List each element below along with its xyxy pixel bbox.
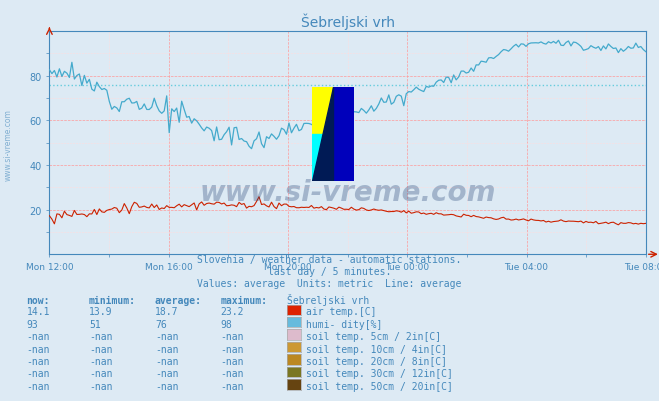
Text: 93: 93 [26,319,38,329]
Text: soil temp. 5cm / 2in[C]: soil temp. 5cm / 2in[C] [306,331,442,341]
Text: -nan: -nan [155,356,179,366]
Text: now:: now: [26,295,50,305]
Text: www.si-vreme.com: www.si-vreme.com [3,109,13,180]
Text: Šebreljski vrh: Šebreljski vrh [287,293,369,305]
Text: -nan: -nan [221,331,244,341]
Text: 51: 51 [89,319,101,329]
Text: -nan: -nan [221,369,244,379]
Text: maximum:: maximum: [221,295,268,305]
Text: -nan: -nan [26,381,50,391]
Text: -nan: -nan [221,356,244,366]
Polygon shape [312,88,333,181]
Text: -nan: -nan [26,331,50,341]
Text: Slovenia / weather data - automatic stations.: Slovenia / weather data - automatic stat… [197,255,462,265]
Text: -nan: -nan [89,331,113,341]
Text: -nan: -nan [89,369,113,379]
Bar [312,88,333,134]
Text: -nan: -nan [155,331,179,341]
Text: -nan: -nan [89,356,113,366]
Text: -nan: -nan [89,381,113,391]
Text: -nan: -nan [26,356,50,366]
Bar [333,88,354,181]
Text: soil temp. 20cm / 8in[C]: soil temp. 20cm / 8in[C] [306,356,447,366]
Text: 18.7: 18.7 [155,306,179,316]
Text: -nan: -nan [155,381,179,391]
Text: -nan: -nan [221,344,244,354]
Text: soil temp. 50cm / 20in[C]: soil temp. 50cm / 20in[C] [306,381,453,391]
Bar [312,134,333,181]
Text: -nan: -nan [221,381,244,391]
Text: minimum:: minimum: [89,295,136,305]
Text: humi- dity[%]: humi- dity[%] [306,319,383,329]
Text: 76: 76 [155,319,167,329]
Text: -nan: -nan [26,344,50,354]
Text: 23.2: 23.2 [221,306,244,316]
Text: -nan: -nan [89,344,113,354]
Text: Values: average  Units: metric  Line: average: Values: average Units: metric Line: aver… [197,279,462,289]
Text: 98: 98 [221,319,233,329]
Text: www.si-vreme.com: www.si-vreme.com [200,178,496,206]
Text: 13.9: 13.9 [89,306,113,316]
Text: -nan: -nan [155,369,179,379]
Text: air temp.[C]: air temp.[C] [306,306,377,316]
Text: 14.1: 14.1 [26,306,50,316]
Text: -nan: -nan [26,369,50,379]
Text: soil temp. 10cm / 4in[C]: soil temp. 10cm / 4in[C] [306,344,447,354]
Text: last day / 5 minutes.: last day / 5 minutes. [268,267,391,277]
Text: soil temp. 30cm / 12in[C]: soil temp. 30cm / 12in[C] [306,369,453,379]
Text: -nan: -nan [155,344,179,354]
Text: average:: average: [155,295,202,305]
Title: Šebreljski vrh: Šebreljski vrh [301,13,395,30]
